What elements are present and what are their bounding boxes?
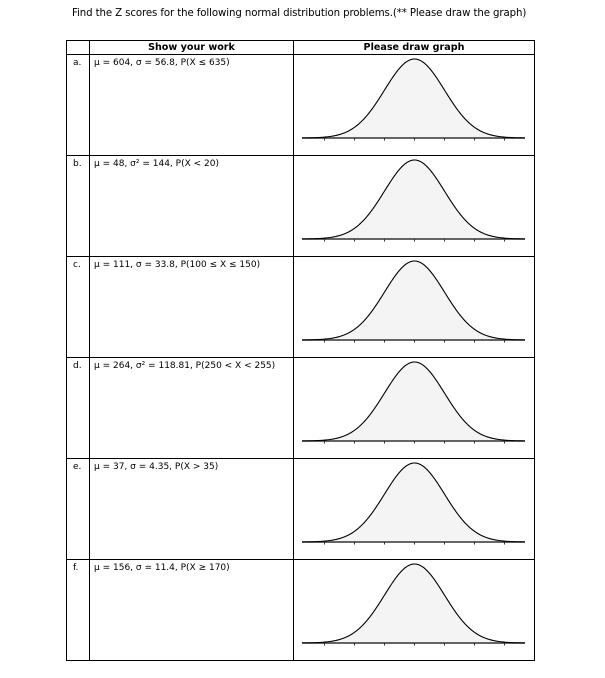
curve-area-fill — [302, 564, 525, 643]
problem-label: e. — [73, 462, 82, 472]
problem-statement: μ = 604, σ = 56.8, P(X ≤ 635) — [94, 58, 230, 68]
problem-statement: μ = 37, σ = 4.35, P(X > 35) — [94, 462, 219, 472]
graph-cell[interactable] — [293, 357, 535, 459]
graph-cell[interactable] — [293, 458, 535, 560]
row-label-cell: a. — [66, 54, 90, 156]
table-row: f. μ = 156, σ = 11.4, P(X ≥ 170) — [66, 559, 535, 661]
row-label-cell: f. — [66, 559, 90, 661]
x-axis-ticks — [324, 542, 505, 545]
normal-curve-graph — [301, 361, 526, 444]
problem-label: c. — [73, 260, 81, 270]
x-axis-ticks — [324, 441, 505, 444]
normal-curve-graph — [301, 462, 526, 545]
normal-curve-graph — [301, 159, 526, 242]
x-axis-ticks — [324, 340, 505, 343]
problem-statement: μ = 48, σ² = 144, P(X < 20) — [94, 159, 219, 169]
table-row: e. μ = 37, σ = 4.35, P(X > 35) — [66, 458, 535, 560]
bell-curve-line — [301, 563, 526, 644]
table-row: c. μ = 111, σ = 33.8, P(100 ≤ X ≤ 150) — [66, 256, 535, 358]
bell-curve-line — [301, 361, 526, 442]
work-cell[interactable]: μ = 264, σ² = 118.81, P(250 < X < 255) — [89, 357, 294, 459]
graph-cell[interactable] — [293, 256, 535, 358]
work-cell[interactable]: μ = 604, σ = 56.8, P(X ≤ 635) — [89, 54, 294, 156]
row-label-cell: d. — [66, 357, 90, 459]
problem-label: f. — [73, 563, 79, 573]
row-label-cell: e. — [66, 458, 90, 560]
header-please-draw-graph: Please draw graph — [293, 40, 535, 55]
curve-area-fill — [302, 59, 525, 138]
table-row: a. μ = 604, σ = 56.8, P(X ≤ 635) — [66, 54, 535, 156]
work-cell[interactable]: μ = 48, σ² = 144, P(X < 20) — [89, 155, 294, 257]
problem-label: d. — [73, 361, 82, 371]
table-row: b. μ = 48, σ² = 144, P(X < 20) — [66, 155, 535, 257]
problem-statement: μ = 111, σ = 33.8, P(100 ≤ X ≤ 150) — [94, 260, 261, 270]
problem-statement: μ = 264, σ² = 118.81, P(250 < X < 255) — [94, 361, 276, 371]
table-header-row: Show your work Please draw graph — [66, 40, 535, 55]
work-cell[interactable]: μ = 156, σ = 11.4, P(X ≥ 170) — [89, 559, 294, 661]
table-row: d. μ = 264, σ² = 118.81, P(250 < X < 255… — [66, 357, 535, 459]
row-label-cell: c. — [66, 256, 90, 358]
problem-label: b. — [73, 159, 82, 169]
worksheet-title: Find the Z scores for the following norm… — [72, 8, 527, 19]
header-label-column — [66, 40, 90, 55]
graph-cell[interactable] — [293, 155, 535, 257]
normal-curve-graph — [301, 58, 526, 141]
row-label-cell: b. — [66, 155, 90, 257]
bell-curve-line — [301, 260, 526, 341]
curve-area-fill — [302, 261, 525, 340]
work-cell[interactable]: μ = 37, σ = 4.35, P(X > 35) — [89, 458, 294, 560]
work-cell[interactable]: μ = 111, σ = 33.8, P(100 ≤ X ≤ 150) — [89, 256, 294, 358]
bell-curve-line — [301, 58, 526, 139]
bell-curve-line — [301, 462, 526, 543]
x-axis-ticks — [324, 239, 505, 242]
curve-area-fill — [302, 463, 525, 542]
header-show-your-work: Show your work — [89, 40, 294, 55]
problems-table: Show your work Please draw graph a. μ = … — [66, 40, 535, 661]
normal-curve-graph — [301, 260, 526, 343]
problem-label: a. — [73, 58, 82, 68]
x-axis-ticks — [324, 138, 505, 141]
graph-cell[interactable] — [293, 559, 535, 661]
problem-statement: μ = 156, σ = 11.4, P(X ≥ 170) — [94, 563, 230, 573]
bell-curve-line — [301, 159, 526, 240]
normal-curve-graph — [301, 563, 526, 646]
x-axis-ticks — [324, 643, 505, 646]
curve-area-fill — [302, 160, 525, 239]
curve-area-fill — [302, 362, 525, 441]
graph-cell[interactable] — [293, 54, 535, 156]
